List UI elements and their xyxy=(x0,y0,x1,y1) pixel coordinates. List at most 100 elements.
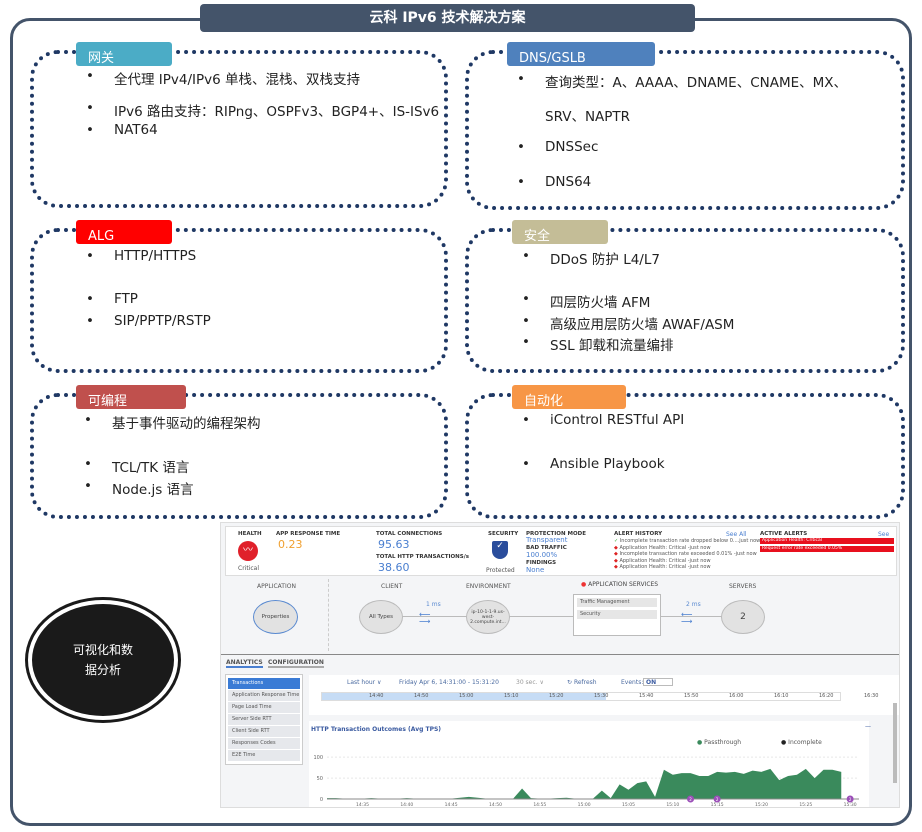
list-item: • 全代理 IPv4/IPv6 单栈、混栈、双栈支持 xyxy=(86,68,361,88)
section-tag-programmable: 可编程 xyxy=(76,385,186,409)
timeline-selection[interactable] xyxy=(322,693,606,700)
menu-item[interactable]: Application Response Time xyxy=(228,690,300,701)
list-item: • 查询类型：A、AAAA、DNAME、CNAME、MX、 xyxy=(517,71,848,91)
event-marker-label: 2 xyxy=(849,797,852,802)
service-traffic-management[interactable]: Traffic Management xyxy=(577,598,657,607)
list-item: • SIP/PPTP/RSTP xyxy=(86,313,211,329)
x-tick-label: 14:45 xyxy=(445,802,458,808)
visualization-circle: 可视化和数据分析 xyxy=(28,600,178,720)
app-services-heading: ● APPLICATION SERVICES xyxy=(581,581,659,588)
timeline-tick: 15:00 xyxy=(459,693,474,699)
event-marker-label: 2 xyxy=(689,797,692,802)
date-range: Friday Apr 6, 14:31:00 - 15:31:20 xyxy=(399,679,499,686)
app-response-value: 0.23 xyxy=(278,538,303,551)
topology-link xyxy=(361,616,741,617)
connections-value: 95.63 xyxy=(378,538,410,551)
x-tick-label: 15:10 xyxy=(666,802,679,808)
section-automation-box xyxy=(465,393,905,519)
application-node[interactable]: Properties xyxy=(253,600,298,634)
timeline-tick: 15:10 xyxy=(504,693,519,699)
application-panel xyxy=(221,579,329,651)
environment-node[interactable]: ip-10-1-1-9.us-west-2.compute.int... xyxy=(466,600,510,634)
menu-item[interactable]: Server Side RTT xyxy=(228,714,300,725)
menu-item[interactable]: E2E Time xyxy=(228,750,300,761)
events-toggle[interactable]: ON xyxy=(643,678,673,686)
server-latency: 2 ms xyxy=(686,601,701,608)
active-alert[interactable]: Request error rate exceeded 0.05% xyxy=(760,546,894,552)
event-marker-label: 2 xyxy=(716,797,719,802)
alert-item: ◆ Incomplete transaction rate exceeded 0… xyxy=(614,551,757,557)
legend-passthrough[interactable]: ● Passthrough xyxy=(697,739,742,746)
active-alerts-label: ACTIVE ALERTS xyxy=(760,531,808,537)
application-heading: APPLICATION xyxy=(257,583,296,590)
series-area-passthrough xyxy=(327,768,842,799)
timeline-tick: 16:00 xyxy=(729,693,744,699)
refresh-button[interactable]: ↻ Refresh xyxy=(567,679,597,686)
scrollbar[interactable] xyxy=(893,703,897,783)
x-tick-label: 14:50 xyxy=(489,802,502,808)
legend-incomplete[interactable]: ● Incomplete xyxy=(781,739,822,746)
findings-value: None xyxy=(526,566,545,574)
x-tick-label: 15:25 xyxy=(799,802,812,808)
tab-analytics[interactable]: ANALYTICS xyxy=(226,659,263,668)
x-tick-label: 15:30 xyxy=(844,802,857,808)
active-alert[interactable]: Application Health: Critical xyxy=(760,538,894,544)
event-marker xyxy=(846,795,854,803)
timeline-tick: 15:50 xyxy=(684,693,699,699)
servers-node[interactable]: 2 xyxy=(721,600,765,634)
timeline-tick: 16:10 xyxy=(774,693,789,699)
health-status: Critical xyxy=(238,565,259,572)
list-item: • Ansible Playbook xyxy=(522,456,665,472)
list-item: • IPv6 路由支持：RIPng、OSPFv3、BGP4+、IS-ISv6 xyxy=(86,100,440,120)
tab-configuration[interactable]: CONFIGURATION xyxy=(268,659,324,668)
bidirectional-arrows-icon: ⟵ ⟶ xyxy=(681,610,693,626)
alert-item: ◆ Application Health: Critical -just now xyxy=(614,544,711,551)
menu-item[interactable]: Client Side RTT xyxy=(228,726,300,737)
bad-traffic-label: BAD TRAFFIC xyxy=(526,545,567,551)
timeline-slider[interactable] xyxy=(321,692,841,701)
app-services-box[interactable]: Traffic Management Security xyxy=(573,594,661,636)
circle-label: 可视化和数据分析 xyxy=(72,643,133,677)
section-security-box xyxy=(465,228,905,373)
list-item: • iControl RESTful API xyxy=(522,412,685,428)
shield-check-icon: ✓ xyxy=(492,541,508,559)
client-node[interactable]: All Types xyxy=(359,600,403,634)
x-tick-label: 14:35 xyxy=(356,802,369,808)
timeline-tick: 16:20 xyxy=(819,693,834,699)
security-label: SECURITY xyxy=(488,531,519,537)
list-item: • DNS64 xyxy=(517,174,592,190)
x-tick-label: 15:20 xyxy=(755,802,768,808)
service-security[interactable]: Security xyxy=(577,610,657,619)
f5-logo-icon: ● xyxy=(581,581,587,588)
protection-mode: Transparent xyxy=(526,536,568,544)
menu-item[interactable]: Page Load Time xyxy=(228,702,300,713)
range-dropdown[interactable]: Last hour ∨ xyxy=(347,679,382,686)
connections-label: TOTAL CONNECTIONS xyxy=(376,531,443,537)
x-tick-label: 15:15 xyxy=(711,802,724,808)
list-item: • HTTP/HTTPS xyxy=(86,248,197,264)
list-item: • TCL/TK 语言 xyxy=(84,456,190,476)
x-tick-label: 14:40 xyxy=(400,802,413,808)
kpi-bar: HEALTH 〰 Critical APP RESPONSE TIME 0.23… xyxy=(225,526,897,576)
interval-dropdown[interactable]: 30 sec. ∨ xyxy=(516,679,544,686)
section-tag-dns: DNS/GSLB xyxy=(507,42,655,66)
refresh-icon: ↻ xyxy=(567,679,573,686)
list-item: • 基于事件驱动的编程架构 xyxy=(84,412,261,432)
alert-history-see-all-link[interactable]: See All xyxy=(726,531,747,538)
timeline-tick: 15:20 xyxy=(549,693,564,699)
event-marker xyxy=(687,795,695,803)
menu-item-transactions[interactable]: Transactions xyxy=(228,678,300,689)
event-marker xyxy=(713,795,721,803)
list-item: • FTP xyxy=(86,291,138,307)
environment-heading: ENVIRONMENT xyxy=(466,583,511,590)
menu-item[interactable]: Responses Codes xyxy=(228,738,300,749)
protection-mode-label: PROTECTION MODE xyxy=(526,531,586,537)
collapse-icon[interactable]: — xyxy=(865,723,871,730)
chart-title: HTTP Transaction Outcomes (Avg TPS) xyxy=(311,726,442,733)
section-tag-security: 安全 xyxy=(512,220,608,244)
alert-item: ◆ Application Health: Critical -just now xyxy=(614,564,711,570)
list-item: • DNSSec xyxy=(517,139,599,155)
list-item: • 四层防火墙 AFM xyxy=(522,291,651,311)
list-item: • DDoS 防护 L4/L7 xyxy=(522,248,660,268)
slide-title: 云科 IPv6 技术解决方案 xyxy=(200,4,695,32)
